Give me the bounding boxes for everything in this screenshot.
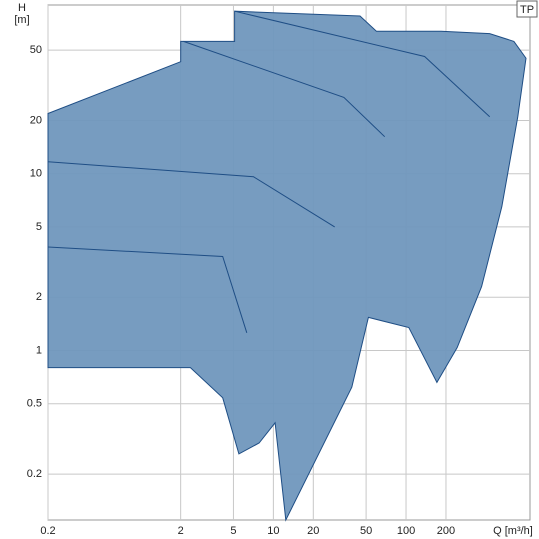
y-tick-label: 10	[30, 168, 42, 180]
x-tick-label: 20	[307, 525, 319, 537]
y-tick-label: 5	[36, 221, 42, 233]
badge-box	[516, 0, 538, 18]
x-tick-label: 2	[178, 525, 184, 537]
x-label: Q [m³/h]	[493, 525, 533, 537]
y-label: H	[18, 2, 26, 14]
x-tick-label: 100	[397, 525, 415, 537]
y-tick-label: 1	[36, 344, 42, 356]
y-tick-label: 50	[30, 44, 42, 56]
x-tick-label: 200	[437, 525, 455, 537]
y-tick-label: 2	[36, 291, 42, 303]
curve	[183, 40, 386, 138]
y-tick-label: 0.2	[27, 468, 42, 480]
curve	[47, 246, 248, 333]
x-tick-label: 5	[230, 525, 236, 537]
curve	[234, 10, 491, 118]
y-tick-label: 0.5	[27, 398, 42, 410]
area	[47, 10, 527, 522]
y-unit: [m]	[14, 14, 29, 26]
x-tick-label: 0.2	[40, 525, 55, 537]
x-tick-label: 50	[360, 525, 372, 537]
y-tick-label: 20	[30, 114, 42, 126]
badge: TP	[520, 4, 534, 16]
curve	[47, 161, 335, 228]
x-tick-label: 10	[267, 525, 279, 537]
